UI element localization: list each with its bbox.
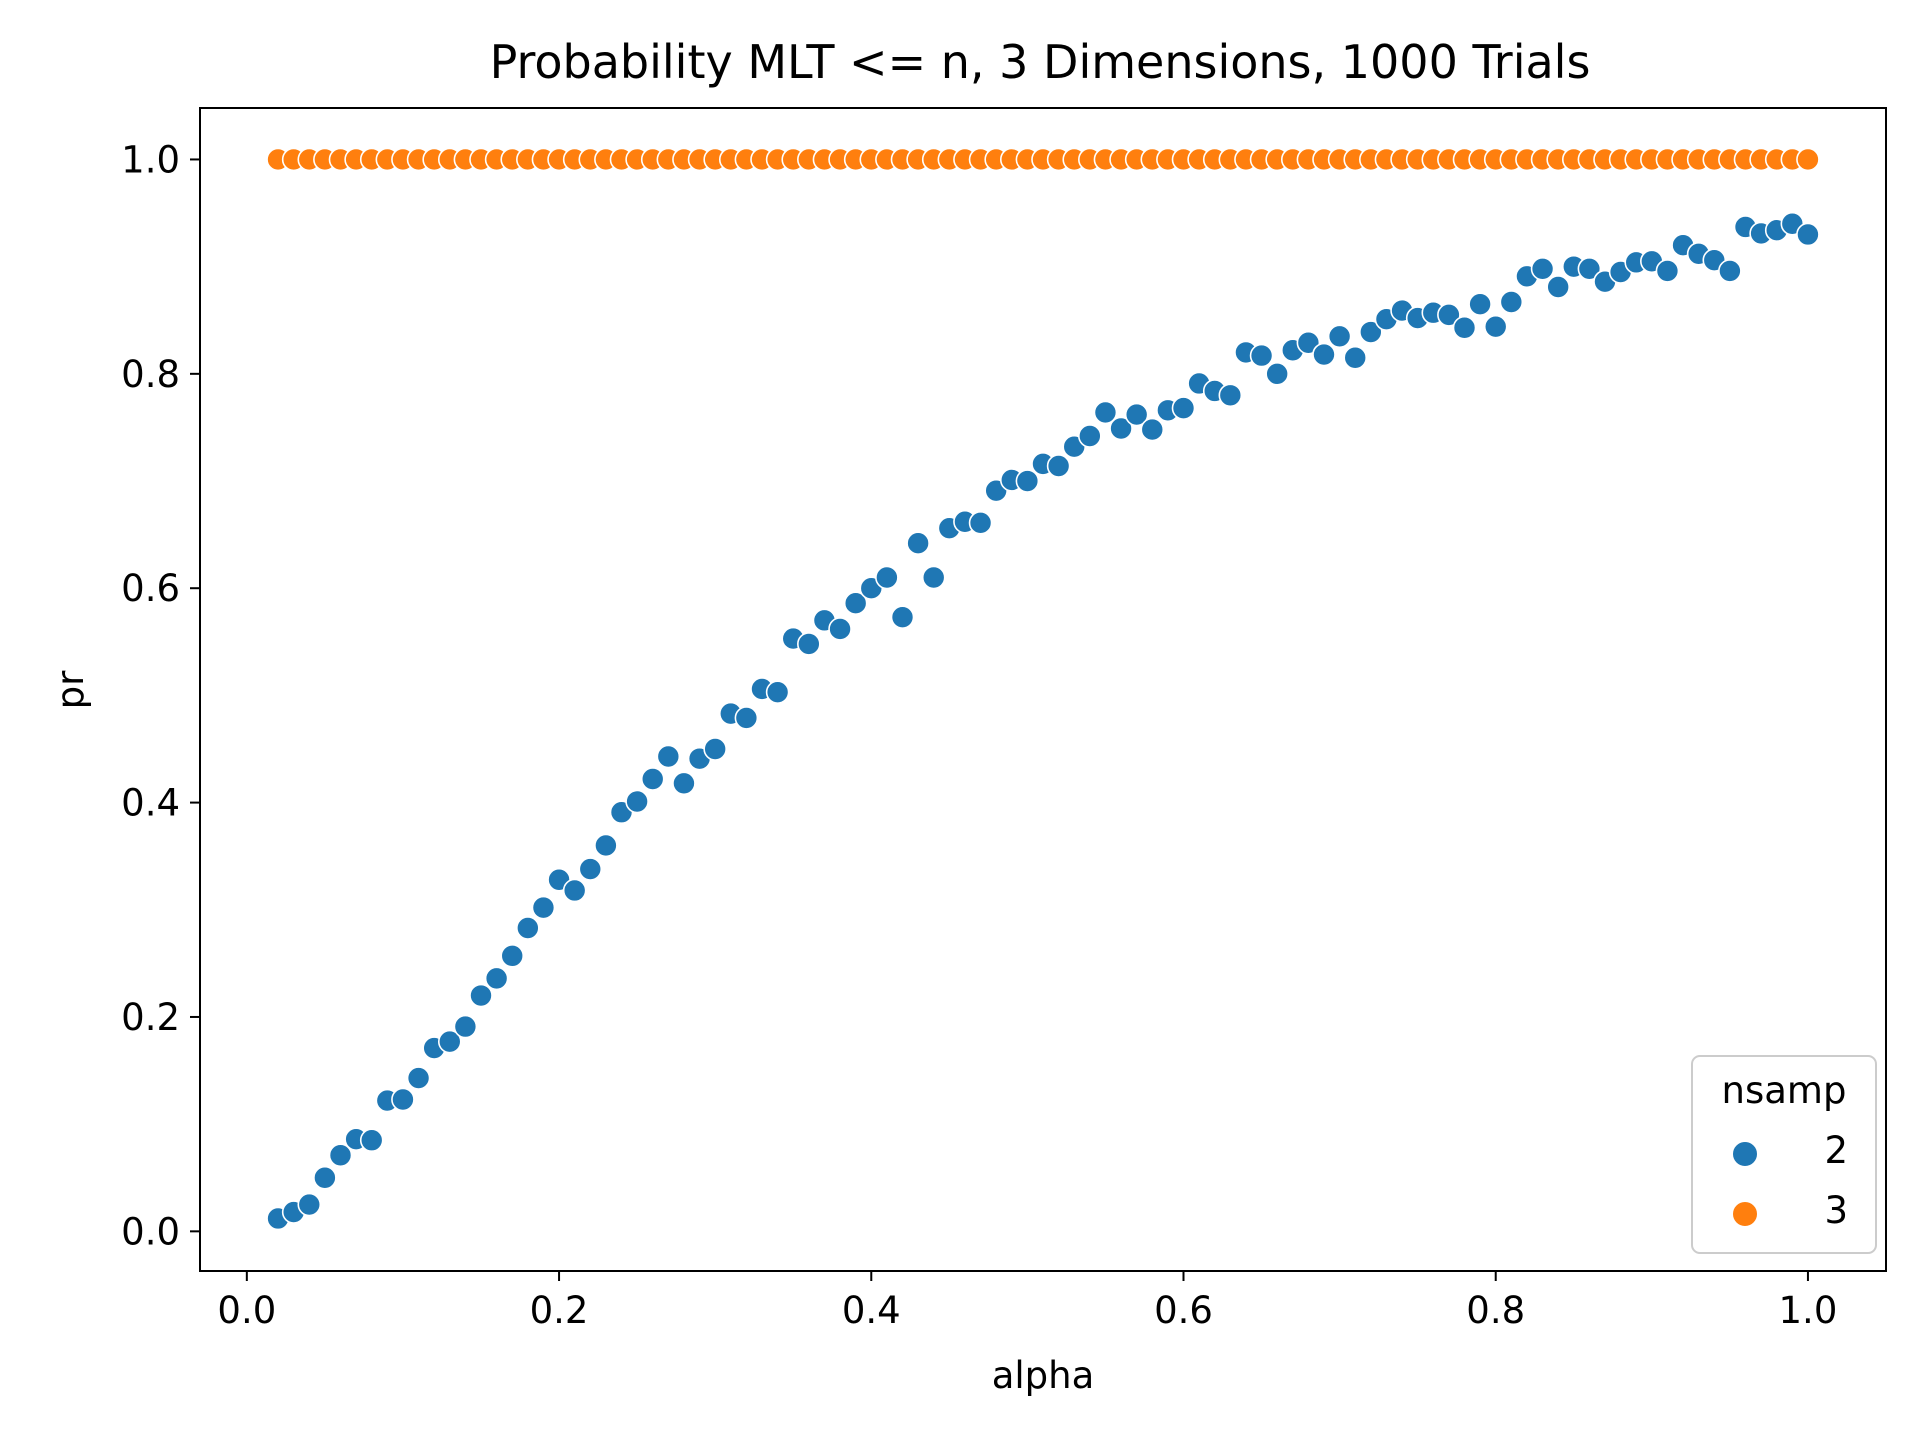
series-nsamp-2 bbox=[266, 211, 1820, 1231]
data-point bbox=[1312, 342, 1336, 367]
data-point bbox=[1109, 416, 1133, 441]
legend-label-nsamp-2: 2 bbox=[1824, 1129, 1848, 1172]
data-point bbox=[500, 944, 525, 968]
data-point bbox=[734, 706, 759, 730]
data-point bbox=[1218, 383, 1243, 408]
data-point bbox=[640, 767, 665, 791]
data-point bbox=[453, 1014, 478, 1039]
data-point bbox=[1327, 324, 1352, 349]
data-point bbox=[1468, 292, 1492, 316]
data-point bbox=[313, 1165, 337, 1190]
chart-title: Probability MLT <= n, 3 Dimensions, 1000… bbox=[490, 35, 1591, 89]
data-point bbox=[1078, 424, 1102, 448]
data-point bbox=[625, 789, 649, 814]
data-point bbox=[968, 511, 993, 535]
data-point bbox=[1452, 315, 1477, 340]
data-point bbox=[391, 1087, 415, 1112]
data-point bbox=[1499, 290, 1524, 314]
x-tick-label: 0.0 bbox=[217, 1289, 276, 1332]
data-point bbox=[765, 680, 790, 704]
data-point bbox=[1483, 314, 1508, 339]
data-point bbox=[1359, 320, 1383, 344]
data-point bbox=[1437, 303, 1461, 327]
data-point bbox=[531, 895, 556, 920]
legend-title: nsamp bbox=[1722, 1069, 1847, 1112]
data-point bbox=[328, 1143, 353, 1168]
data-point bbox=[875, 565, 899, 590]
x-axis-label: alpha bbox=[992, 1354, 1095, 1397]
legend-marker-nsamp-3 bbox=[1731, 1200, 1759, 1228]
y-tick-label: 0.2 bbox=[121, 996, 180, 1039]
x-tick-label: 0.4 bbox=[842, 1289, 901, 1332]
data-point bbox=[1015, 469, 1040, 493]
data-point bbox=[469, 983, 493, 1008]
data-point bbox=[1046, 454, 1071, 478]
x-tick-label: 0.6 bbox=[1154, 1289, 1213, 1332]
data-point bbox=[843, 591, 868, 616]
plot-area-frame bbox=[199, 107, 1887, 1272]
data-point bbox=[797, 632, 821, 656]
x-tick-label: 0.2 bbox=[530, 1289, 589, 1332]
data-points bbox=[266, 147, 1820, 1231]
legend-marker-nsamp-2 bbox=[1731, 1140, 1759, 1168]
data-point bbox=[703, 737, 727, 761]
series-nsamp-3 bbox=[266, 147, 1820, 172]
data-point bbox=[297, 1192, 322, 1217]
data-point bbox=[1796, 222, 1820, 247]
data-point bbox=[906, 531, 930, 555]
data-point bbox=[1093, 400, 1118, 425]
data-point bbox=[1124, 402, 1149, 427]
data-point bbox=[1140, 417, 1165, 442]
data-point bbox=[1249, 343, 1274, 368]
data-point bbox=[359, 1128, 384, 1153]
y-tick-label: 0.4 bbox=[121, 782, 180, 825]
y-axis: 0.0 0.2 0.4 0.6 0.8 1.0 bbox=[121, 138, 200, 1253]
data-point bbox=[890, 605, 915, 629]
data-point bbox=[1655, 259, 1680, 283]
x-axis: 0.0 0.2 0.4 0.6 0.8 1.0 bbox=[217, 1271, 1837, 1332]
data-point bbox=[1530, 256, 1555, 281]
legend-label-nsamp-3: 3 bbox=[1824, 1189, 1848, 1232]
y-tick-label: 0.8 bbox=[121, 353, 180, 396]
data-point bbox=[578, 857, 603, 881]
data-point bbox=[828, 617, 852, 641]
data-point bbox=[1796, 147, 1820, 172]
legend: nsamp 2 3 bbox=[1691, 1055, 1877, 1254]
data-point bbox=[484, 966, 509, 991]
data-point bbox=[1265, 362, 1289, 386]
y-tick-label: 1.0 bbox=[121, 138, 180, 181]
data-point bbox=[1718, 259, 1742, 283]
data-point bbox=[1577, 256, 1602, 281]
data-point bbox=[594, 833, 618, 858]
y-axis-label: pr bbox=[49, 670, 92, 709]
data-point bbox=[656, 744, 681, 769]
x-tick-label: 0.8 bbox=[1466, 1289, 1525, 1332]
data-point bbox=[672, 771, 696, 796]
data-point bbox=[1296, 330, 1321, 355]
data-point bbox=[562, 878, 587, 903]
y-tick-label: 0.6 bbox=[121, 567, 180, 610]
data-point bbox=[1343, 345, 1368, 370]
data-point bbox=[1171, 396, 1196, 420]
x-tick-label: 1.0 bbox=[1779, 1289, 1838, 1332]
data-point bbox=[921, 565, 946, 590]
y-tick-label: 0.0 bbox=[121, 1210, 180, 1253]
data-point bbox=[1546, 275, 1570, 299]
data-point bbox=[437, 1029, 462, 1054]
data-point bbox=[406, 1066, 431, 1090]
data-point bbox=[516, 916, 540, 940]
